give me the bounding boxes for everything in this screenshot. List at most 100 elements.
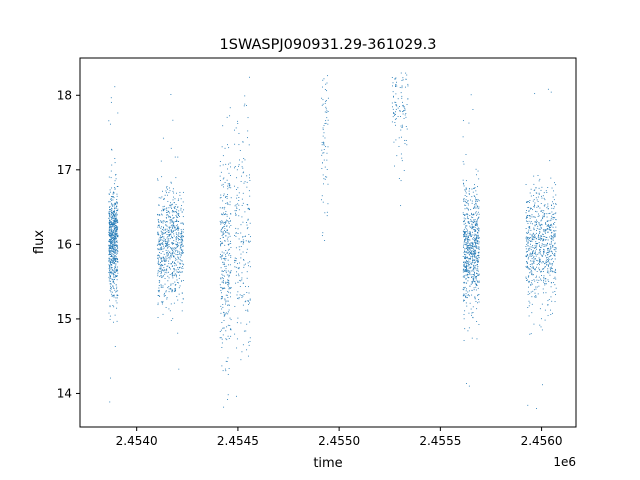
data-point [173,274,175,276]
data-point [114,277,116,279]
data-point [113,217,115,219]
data-point [468,327,470,329]
data-point [465,239,466,241]
data-point [531,236,533,238]
data-point [112,263,114,264]
y-tick-label: 16 [57,237,72,251]
data-point [112,223,114,225]
data-point [168,231,170,233]
data-point [163,295,165,297]
data-point [477,241,479,243]
data-point [463,294,465,296]
data-point [167,211,169,213]
data-point [224,299,226,301]
data-point [472,281,474,283]
data-point [159,241,161,242]
data-point [547,247,549,249]
data-point [463,265,465,267]
data-point [551,239,553,241]
data-point [322,201,324,203]
data-point [535,241,537,243]
data-point [471,228,473,230]
data-point [108,276,110,278]
data-point [220,229,222,230]
data-point [526,233,528,234]
data-point [113,240,115,242]
data-point [476,245,478,247]
data-point [171,203,173,205]
data-point [159,248,161,250]
data-point [554,217,556,219]
data-point [166,192,167,194]
data-point [547,270,549,272]
data-point [112,242,114,244]
data-point [174,259,176,261]
data-point [165,245,166,247]
data-point [117,112,119,114]
data-point [167,265,169,267]
data-point [112,237,113,239]
data-point [176,296,178,298]
data-point [476,207,478,209]
data-point [169,234,171,236]
data-point [108,231,110,233]
data-point [220,267,222,269]
data-point [395,77,397,79]
data-point [221,273,223,275]
data-point [250,236,251,238]
data-point [109,305,111,307]
data-point [322,99,324,101]
data-point [227,304,228,306]
data-point [544,213,546,215]
data-point [179,252,180,254]
data-point [163,220,165,222]
data-point [465,269,467,270]
data-point [227,168,228,170]
data-point [226,194,228,195]
data-point [464,208,466,210]
data-point [322,79,324,81]
data-point [175,254,177,256]
data-point [395,114,396,115]
data-point [171,221,173,223]
data-point [169,204,171,206]
data-point [533,250,535,252]
data-point [115,291,117,293]
data-point [544,244,546,246]
data-point [172,243,173,245]
data-point [548,226,550,227]
data-point [112,281,114,283]
data-point [475,202,477,204]
data-point [158,249,160,251]
data-point [471,264,473,265]
data-point [164,283,166,285]
data-point [240,280,242,282]
data-point [158,280,160,282]
data-point [176,211,177,213]
data-point [111,250,113,252]
data-point [550,238,552,240]
data-point [464,232,466,234]
data-point [478,280,480,282]
data-point [108,228,110,230]
data-point [473,264,475,266]
data-point [114,255,116,257]
data-point [181,248,182,250]
data-point [554,255,555,257]
data-point [115,270,117,272]
data-point [159,276,161,278]
data-point [550,282,552,284]
data-point [555,272,557,274]
data-point [244,236,246,237]
data-point [166,243,168,245]
data-point [167,280,169,282]
data-point [549,267,551,269]
data-point [533,261,535,263]
data-point [227,335,229,337]
data-point [117,221,119,223]
data-point [227,394,229,396]
data-point [465,278,467,280]
data-point [112,295,114,297]
data-point [473,207,474,209]
data-point [470,242,472,244]
